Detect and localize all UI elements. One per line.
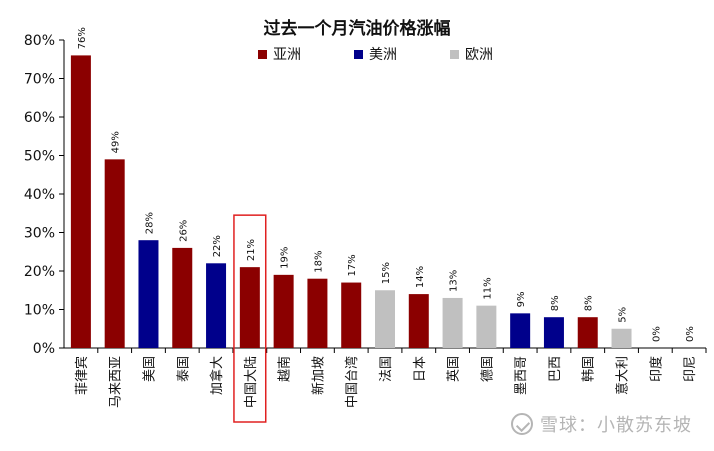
x-tick-label: 墨西哥 [514,356,529,395]
data-label: 76% [77,27,88,49]
bar [104,159,125,348]
bar [239,267,260,348]
bar [476,305,497,348]
x-tick-label: 中国大陆 [243,356,259,408]
bar [341,282,362,348]
y-tick-label: 80% [24,33,55,49]
legend-swatch-americas [354,49,363,59]
x-tick-label: 德国 [480,356,495,382]
chart-title: 过去一个月汽油价格涨幅 [263,19,451,39]
data-label: 0% [651,326,662,342]
x-tick-label: 印尼 [683,356,698,382]
snowball-logo-icon [511,413,533,435]
x-tick-label: 马来西亚 [109,356,124,408]
y-tick-label: 30% [24,226,55,242]
legend-item-europe: 欧洲 [450,44,493,64]
bar [206,263,227,348]
legend: 亚洲 美洲 欧洲 [258,44,558,64]
y-tick-label: 60% [24,110,55,126]
x-tick-label: 法国 [379,356,394,382]
data-label: 8% [550,295,561,311]
data-label: 11% [482,277,493,299]
legend-item-americas: 美洲 [354,44,397,64]
x-tick-label: 泰国 [176,356,191,382]
bar [510,313,531,348]
y-tick-label: 0% [33,341,55,357]
data-label: 5% [618,307,629,323]
watermark: 雪球：小散苏东坡 [511,411,692,437]
x-tick-label: 美国 [142,356,157,382]
data-label: 28% [144,212,155,234]
legend-swatch-europe [450,49,459,59]
data-label: 0% [685,326,696,342]
data-label: 18% [313,250,324,272]
bar [307,278,328,348]
watermark-text: 雪球：小散苏东坡 [540,415,692,436]
data-label: 26% [178,220,189,242]
x-tick-label: 巴西 [548,356,563,382]
x-tick-label: 中国台湾 [344,356,360,408]
y-tick-label: 40% [24,187,55,203]
data-label: 22% [212,235,223,257]
x-tick-label: 英国 [447,356,462,382]
legend-label-asia: 亚洲 [273,47,301,63]
bar [172,247,193,348]
x-tick-label: 菲律宾 [74,356,90,395]
data-label: 21% [246,239,257,261]
y-tick-label: 50% [24,149,55,165]
x-tick-label: 越南 [277,356,293,382]
bar [442,297,463,348]
bar [611,328,632,348]
x-tick-label: 新加坡 [310,356,326,395]
legend-label-europe: 欧洲 [465,47,493,63]
data-label: 19% [280,247,291,269]
data-label: 17% [347,254,358,276]
x-tick-label: 日本 [413,356,428,382]
bar [273,274,294,348]
data-label: 9% [516,291,527,307]
bar [375,290,395,348]
legend-label-americas: 美洲 [369,47,397,63]
data-label: 8% [584,295,595,311]
bar [577,317,598,348]
bar [543,317,564,348]
x-tick-label: 意大利 [615,356,631,395]
x-tick-label: 韩国 [582,356,597,382]
bar [70,55,91,349]
y-tick-label: 10% [24,303,55,319]
bar [408,294,429,348]
data-label: 13% [449,270,460,292]
legend-swatch-asia [258,49,267,59]
data-label: 49% [111,131,122,153]
bar [138,240,159,348]
x-tick-label: 加拿大 [209,356,225,395]
x-tick-label: 印度 [648,356,664,382]
y-tick-label: 70% [24,72,55,88]
y-tick-label: 20% [24,264,55,280]
highlight-box [233,214,267,423]
data-label: 15% [381,262,392,284]
legend-item-asia: 亚洲 [258,44,301,64]
data-label: 14% [415,266,426,288]
